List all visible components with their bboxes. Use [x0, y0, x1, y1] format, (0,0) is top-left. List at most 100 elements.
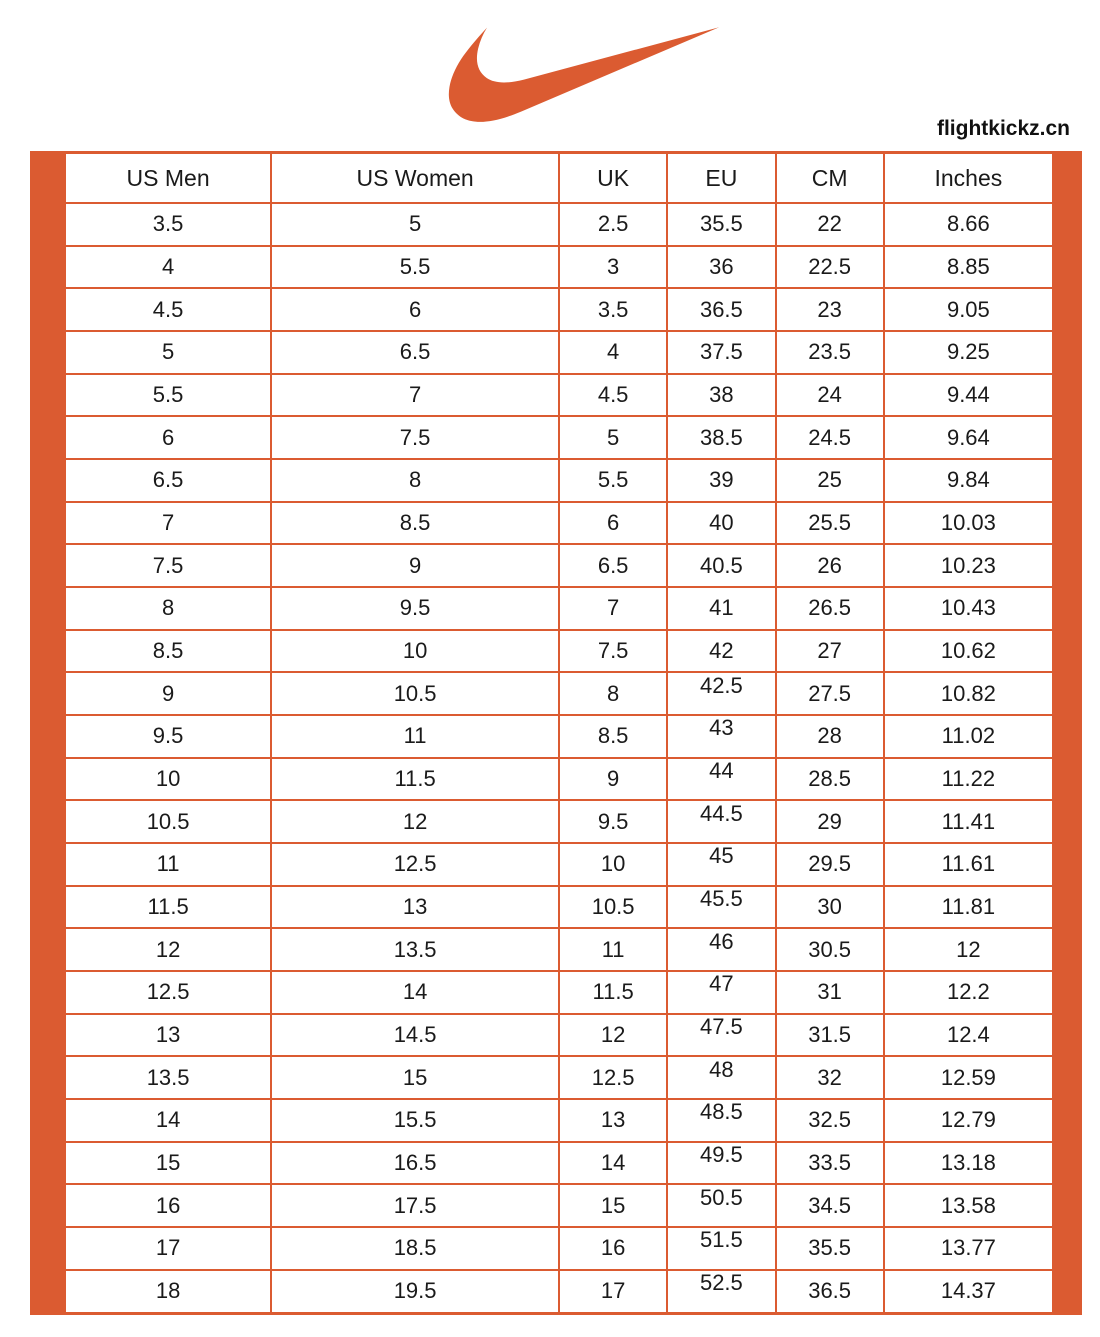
table-row: 11.5 13 10.5 45.5 30 11.81: [63, 884, 1055, 930]
size-cell: 17: [63, 1226, 273, 1271]
size-cell: 31.5: [774, 1012, 885, 1058]
size-cell: 28: [774, 714, 885, 759]
size-cell: 47: [666, 970, 777, 1015]
size-cell: 9.44: [882, 372, 1055, 418]
column-header-us-men: US Men: [63, 151, 273, 204]
size-cell: 16.5: [270, 1140, 560, 1186]
size-cell: 4: [63, 244, 273, 290]
table-row: 5.5 7 4.5 38 24 9.44: [63, 372, 1055, 418]
size-cell: 35.5: [666, 202, 777, 247]
size-cell: 8.66: [882, 202, 1055, 247]
size-cell: 9.5: [63, 714, 273, 759]
size-cell: 4: [557, 330, 669, 375]
size-cell: 12: [557, 1012, 669, 1058]
size-cell: 7.5: [270, 415, 560, 461]
table-body: 3.5 5 2.5 35.5 22 8.66 4 5.5 3 36 22.5 8.85 4.5 6 3.5 3…: [63, 202, 1055, 1315]
size-cell: 14: [63, 1098, 273, 1143]
size-cell: 12.4: [882, 1012, 1055, 1058]
table-row: 18 19.5 17 52.5 36.5 14.37: [63, 1268, 1055, 1315]
table-row: 6.5 8 5.5 39 25 9.84: [63, 458, 1055, 503]
table-row: 12 13.5 11 46 30.5 12: [63, 927, 1055, 973]
size-cell: 4.5: [63, 287, 273, 333]
size-cell: 15: [270, 1055, 560, 1101]
size-cell: 5.5: [270, 244, 560, 290]
size-cell: 39: [666, 458, 777, 503]
size-cell: 38.5: [666, 415, 777, 461]
size-cell: 40.5: [666, 543, 777, 589]
size-cell: 9.84: [882, 458, 1055, 503]
size-cell: 38: [666, 372, 777, 418]
size-cell: 13: [63, 1012, 273, 1058]
size-cell: 48: [666, 1055, 777, 1101]
size-cell: 36.5: [774, 1268, 885, 1315]
table-row: 9.5 11 8.5 43 28 11.02: [63, 714, 1055, 759]
brand-logo: [0, 25, 1100, 128]
size-cell: 28.5: [774, 756, 885, 802]
size-cell: 13.18: [882, 1140, 1055, 1186]
table-row: 14 15.5 13 48.5 32.5 12.79: [63, 1098, 1055, 1143]
size-cell: 36: [666, 244, 777, 290]
table-row: 15 16.5 14 49.5 33.5 13.18: [63, 1140, 1055, 1186]
size-cell: 24.5: [774, 415, 885, 461]
size-cell: 33.5: [774, 1140, 885, 1186]
table-header: US Men US Women UK EU CM Inches: [63, 151, 1055, 204]
size-cell: 22.5: [774, 244, 885, 290]
size-cell: 27.5: [774, 671, 885, 717]
size-cell: 7: [63, 500, 273, 546]
size-cell: 46: [666, 927, 777, 973]
column-header-eu: EU: [666, 151, 777, 204]
size-cell: 4.5: [557, 372, 669, 418]
column-header-us-women: US Women: [270, 151, 560, 204]
size-cell: 27: [774, 628, 885, 674]
table-row: 12.5 14 11.5 47 31 12.2: [63, 970, 1055, 1015]
size-cell: 45: [666, 842, 777, 887]
size-cell: 10: [63, 756, 273, 802]
size-cell: 26.5: [774, 586, 885, 631]
table-row: 3.5 5 2.5 35.5 22 8.66: [63, 202, 1055, 247]
size-cell: 9: [63, 671, 273, 717]
size-cell: 11: [63, 842, 273, 887]
size-table: US Men US Women UK EU CM Inches 3.5 5 2.5 35.5 22…: [63, 151, 1055, 1315]
size-cell: 8: [63, 586, 273, 631]
size-cell: 10: [557, 842, 669, 887]
size-cell: 41: [666, 586, 777, 631]
size-cell: 43: [666, 714, 777, 759]
size-cell: 11.5: [270, 756, 560, 802]
size-cell: 9: [557, 756, 669, 802]
column-header-inches: Inches: [882, 151, 1055, 204]
size-cell: 10: [270, 628, 560, 674]
size-cell: 36.5: [666, 287, 777, 333]
size-cell: 8: [270, 458, 560, 503]
size-cell: 9.64: [882, 415, 1055, 461]
size-cell: 13.5: [63, 1055, 273, 1101]
size-cell: 10.43: [882, 586, 1055, 631]
size-cell: 24: [774, 372, 885, 418]
size-cell: 30.5: [774, 927, 885, 973]
size-cell: 14: [557, 1140, 669, 1186]
right-accent-bar: [1055, 151, 1082, 1315]
size-cell: 22: [774, 202, 885, 247]
size-cell: 42.5: [666, 671, 777, 717]
size-cell: 12.5: [270, 842, 560, 887]
size-cell: 10.5: [557, 884, 669, 930]
size-cell: 10.82: [882, 671, 1055, 717]
size-cell: 11.61: [882, 842, 1055, 887]
size-cell: 44.5: [666, 799, 777, 845]
size-cell: 11.22: [882, 756, 1055, 802]
size-cell: 11.5: [557, 970, 669, 1015]
size-cell: 13: [557, 1098, 669, 1143]
size-cell: 15: [63, 1140, 273, 1186]
size-cell: 52.5: [666, 1268, 777, 1315]
size-cell: 34.5: [774, 1183, 885, 1229]
column-header-uk: UK: [557, 151, 669, 204]
size-cell: 13.58: [882, 1183, 1055, 1229]
left-accent-bar: [30, 151, 63, 1315]
table-row: 5 6.5 4 37.5 23.5 9.25: [63, 330, 1055, 375]
table-row: 9 10.5 8 42.5 27.5 10.82: [63, 671, 1055, 717]
table-row: 4 5.5 3 36 22.5 8.85: [63, 244, 1055, 290]
size-cell: 14: [270, 970, 560, 1015]
size-cell: 31: [774, 970, 885, 1015]
size-cell: 49.5: [666, 1140, 777, 1186]
size-cell: 14.37: [882, 1268, 1055, 1315]
